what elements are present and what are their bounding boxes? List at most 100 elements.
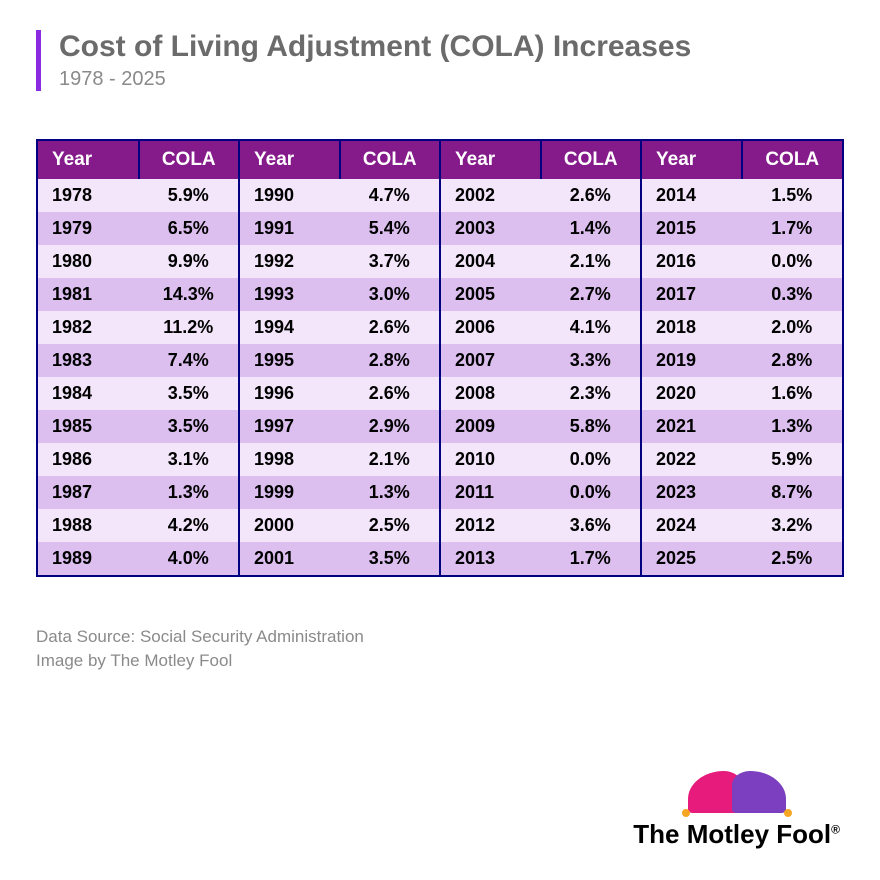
cell-cola: 3.5%	[139, 377, 240, 410]
cell-cola: 2.5%	[742, 542, 843, 575]
cell-cola: 4.0%	[139, 542, 240, 575]
cell-year: 2007	[440, 344, 541, 377]
footer-text: Data Source: Social Security Administrat…	[36, 625, 844, 673]
cell-cola: 2.6%	[541, 179, 642, 212]
col-header-cola: COLA	[139, 141, 240, 179]
cell-year: 2001	[239, 542, 340, 575]
cell-cola: 2.0%	[742, 311, 843, 344]
cell-cola: 2.5%	[340, 509, 441, 542]
logo-text: The Motley Fool®	[633, 819, 840, 850]
cell-cola: 4.7%	[340, 179, 441, 212]
cell-cola: 3.1%	[139, 443, 240, 476]
table-row: 19843.5%19962.6%20082.3%20201.6%	[38, 377, 842, 410]
cell-cola: 2.6%	[340, 311, 441, 344]
cell-cola: 1.3%	[742, 410, 843, 443]
table-row: 19871.3%19991.3%20110.0%20238.7%	[38, 476, 842, 509]
cola-table: Year COLA Year COLA Year COLA Year COLA …	[38, 141, 842, 575]
motley-fool-logo: The Motley Fool®	[633, 769, 840, 850]
cell-cola: 6.5%	[139, 212, 240, 245]
cell-year: 1982	[38, 311, 139, 344]
table-row: 198211.2%19942.6%20064.1%20182.0%	[38, 311, 842, 344]
cell-year: 1986	[38, 443, 139, 476]
cell-year: 2002	[440, 179, 541, 212]
cell-year: 2023	[641, 476, 742, 509]
cell-cola: 0.3%	[742, 278, 843, 311]
col-header-cola: COLA	[340, 141, 441, 179]
cell-cola: 3.7%	[340, 245, 441, 278]
cell-year: 2014	[641, 179, 742, 212]
cell-cola: 0.0%	[742, 245, 843, 278]
cell-year: 2022	[641, 443, 742, 476]
cell-cola: 7.4%	[139, 344, 240, 377]
cell-cola: 3.6%	[541, 509, 642, 542]
cell-cola: 2.8%	[742, 344, 843, 377]
cell-year: 2012	[440, 509, 541, 542]
image-credit: Image by The Motley Fool	[36, 649, 844, 673]
cell-cola: 1.4%	[541, 212, 642, 245]
cell-cola: 5.8%	[541, 410, 642, 443]
cell-cola: 2.3%	[541, 377, 642, 410]
table-row: 19894.0%20013.5%20131.7%20252.5%	[38, 542, 842, 575]
col-header-year: Year	[641, 141, 742, 179]
table-body: 19785.9%19904.7%20022.6%20141.5%19796.5%…	[38, 179, 842, 575]
cell-cola: 5.9%	[139, 179, 240, 212]
table-header-row: Year COLA Year COLA Year COLA Year COLA	[38, 141, 842, 179]
cell-year: 2005	[440, 278, 541, 311]
cell-cola: 1.3%	[139, 476, 240, 509]
page-title: Cost of Living Adjustment (COLA) Increas…	[59, 30, 844, 64]
table-row: 19884.2%20002.5%20123.6%20243.2%	[38, 509, 842, 542]
col-header-year: Year	[440, 141, 541, 179]
cell-cola: 1.7%	[742, 212, 843, 245]
cell-year: 2016	[641, 245, 742, 278]
cell-cola: 3.0%	[340, 278, 441, 311]
cell-year: 1993	[239, 278, 340, 311]
cell-cola: 3.3%	[541, 344, 642, 377]
cell-year: 1997	[239, 410, 340, 443]
table-row: 19837.4%19952.8%20073.3%20192.8%	[38, 344, 842, 377]
cell-cola: 2.9%	[340, 410, 441, 443]
cell-year: 2003	[440, 212, 541, 245]
cell-cola: 4.2%	[139, 509, 240, 542]
cell-year: 1978	[38, 179, 139, 212]
cell-cola: 3.5%	[139, 410, 240, 443]
data-source: Data Source: Social Security Administrat…	[36, 625, 844, 649]
header-block: Cost of Living Adjustment (COLA) Increas…	[36, 30, 844, 91]
jester-hat-icon	[682, 769, 792, 817]
cell-year: 2000	[239, 509, 340, 542]
cell-year: 2025	[641, 542, 742, 575]
cell-cola: 1.7%	[541, 542, 642, 575]
cell-year: 2011	[440, 476, 541, 509]
table-row: 19853.5%19972.9%20095.8%20211.3%	[38, 410, 842, 443]
cell-cola: 5.4%	[340, 212, 441, 245]
cell-cola: 5.9%	[742, 443, 843, 476]
cell-year: 2013	[440, 542, 541, 575]
cell-cola: 8.7%	[742, 476, 843, 509]
cell-cola: 2.7%	[541, 278, 642, 311]
cell-year: 1980	[38, 245, 139, 278]
cell-year: 1989	[38, 542, 139, 575]
cell-year: 2010	[440, 443, 541, 476]
cell-cola: 0.0%	[541, 443, 642, 476]
col-header-cola: COLA	[541, 141, 642, 179]
cell-cola: 11.2%	[139, 311, 240, 344]
cell-cola: 2.8%	[340, 344, 441, 377]
cell-year: 2015	[641, 212, 742, 245]
cell-cola: 3.2%	[742, 509, 843, 542]
cell-year: 1985	[38, 410, 139, 443]
cola-table-container: Year COLA Year COLA Year COLA Year COLA …	[36, 139, 844, 577]
cell-year: 1998	[239, 443, 340, 476]
cell-year: 1995	[239, 344, 340, 377]
table-row: 198114.3%19933.0%20052.7%20170.3%	[38, 278, 842, 311]
cell-year: 2017	[641, 278, 742, 311]
cell-year: 2009	[440, 410, 541, 443]
table-row: 19809.9%19923.7%20042.1%20160.0%	[38, 245, 842, 278]
cell-cola: 1.3%	[340, 476, 441, 509]
cell-cola: 9.9%	[139, 245, 240, 278]
cell-year: 2008	[440, 377, 541, 410]
cell-year: 2020	[641, 377, 742, 410]
cell-year: 1991	[239, 212, 340, 245]
table-row: 19863.1%19982.1%20100.0%20225.9%	[38, 443, 842, 476]
cell-year: 2024	[641, 509, 742, 542]
cell-year: 1990	[239, 179, 340, 212]
cell-cola: 3.5%	[340, 542, 441, 575]
